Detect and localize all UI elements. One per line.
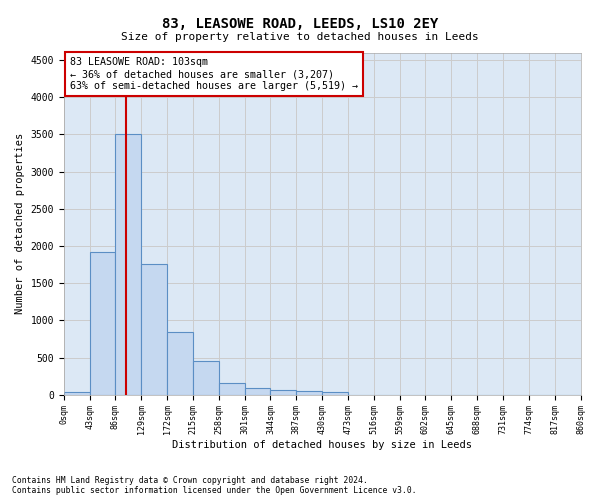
Text: Size of property relative to detached houses in Leeds: Size of property relative to detached ho… [121, 32, 479, 42]
Bar [115, 134, 141, 394]
Bar [296, 391, 322, 394]
Y-axis label: Number of detached properties: Number of detached properties [15, 133, 25, 314]
Bar [219, 383, 245, 394]
Bar [322, 392, 348, 394]
Bar [64, 392, 89, 394]
Bar [141, 264, 167, 394]
Text: 83, LEASOWE ROAD, LEEDS, LS10 2EY: 83, LEASOWE ROAD, LEEDS, LS10 2EY [162, 18, 438, 32]
Bar [245, 388, 271, 394]
Text: 83 LEASOWE ROAD: 103sqm
← 36% of detached houses are smaller (3,207)
63% of semi: 83 LEASOWE ROAD: 103sqm ← 36% of detache… [70, 58, 358, 90]
Bar [271, 390, 296, 394]
X-axis label: Distribution of detached houses by size in Leeds: Distribution of detached houses by size … [172, 440, 472, 450]
Text: Contains HM Land Registry data © Crown copyright and database right 2024.
Contai: Contains HM Land Registry data © Crown c… [12, 476, 416, 495]
Bar [89, 252, 115, 394]
Bar [167, 332, 193, 394]
Bar [193, 361, 219, 394]
